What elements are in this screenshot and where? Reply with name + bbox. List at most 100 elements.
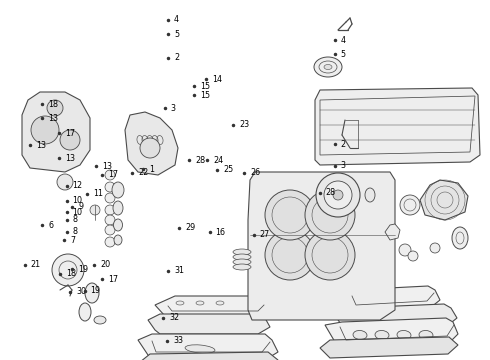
Ellipse shape <box>334 238 343 244</box>
Text: 12: 12 <box>73 181 83 190</box>
Ellipse shape <box>303 241 312 247</box>
Text: 27: 27 <box>260 230 270 239</box>
Text: 13: 13 <box>65 154 75 163</box>
Circle shape <box>31 116 59 144</box>
Ellipse shape <box>350 241 360 247</box>
Text: 23: 23 <box>239 120 249 130</box>
Text: 26: 26 <box>250 168 260 177</box>
Polygon shape <box>325 318 458 348</box>
Ellipse shape <box>79 303 91 321</box>
Circle shape <box>305 190 355 240</box>
Circle shape <box>305 230 355 280</box>
Polygon shape <box>22 92 90 172</box>
Ellipse shape <box>291 257 299 263</box>
Text: 4: 4 <box>341 36 345 45</box>
Text: 3: 3 <box>171 104 175 113</box>
Ellipse shape <box>315 225 323 231</box>
Text: 18: 18 <box>48 100 58 109</box>
Text: 30: 30 <box>76 287 86 296</box>
Ellipse shape <box>286 238 294 244</box>
Text: 25: 25 <box>223 166 233 175</box>
Text: 15: 15 <box>200 91 210 100</box>
Polygon shape <box>140 352 278 360</box>
Ellipse shape <box>112 182 124 198</box>
Text: 16: 16 <box>216 228 225 237</box>
Circle shape <box>316 173 360 217</box>
Ellipse shape <box>358 222 367 228</box>
Ellipse shape <box>297 222 306 228</box>
Ellipse shape <box>185 345 215 353</box>
Text: 22: 22 <box>138 168 148 177</box>
Ellipse shape <box>314 57 342 77</box>
Ellipse shape <box>350 225 360 231</box>
Ellipse shape <box>350 257 360 263</box>
Text: 32: 32 <box>169 313 179 323</box>
Ellipse shape <box>358 254 367 260</box>
Ellipse shape <box>345 222 354 228</box>
Ellipse shape <box>326 225 336 231</box>
Text: 11: 11 <box>93 189 103 198</box>
Ellipse shape <box>233 264 251 270</box>
Ellipse shape <box>315 257 323 263</box>
Circle shape <box>90 205 100 215</box>
Text: 1: 1 <box>149 165 154 174</box>
Text: 3: 3 <box>341 161 345 170</box>
Circle shape <box>47 100 63 116</box>
Ellipse shape <box>321 222 330 228</box>
Ellipse shape <box>339 225 347 231</box>
Ellipse shape <box>321 238 330 244</box>
Text: 29: 29 <box>185 223 196 232</box>
Text: 10: 10 <box>73 208 82 217</box>
Circle shape <box>399 244 411 256</box>
Ellipse shape <box>358 238 367 244</box>
Ellipse shape <box>419 330 433 339</box>
Ellipse shape <box>324 64 332 69</box>
Ellipse shape <box>286 254 294 260</box>
Circle shape <box>105 215 115 225</box>
Ellipse shape <box>114 219 122 231</box>
Text: 21: 21 <box>31 260 41 269</box>
Ellipse shape <box>345 238 354 244</box>
Polygon shape <box>155 296 270 320</box>
Ellipse shape <box>310 222 318 228</box>
Ellipse shape <box>303 257 312 263</box>
Polygon shape <box>385 224 400 240</box>
Text: 10: 10 <box>73 196 82 205</box>
Ellipse shape <box>233 249 251 255</box>
Ellipse shape <box>363 241 371 247</box>
Text: 17: 17 <box>108 275 118 284</box>
Circle shape <box>52 254 84 286</box>
Circle shape <box>57 174 73 190</box>
Text: 5: 5 <box>174 30 179 39</box>
Polygon shape <box>248 172 395 320</box>
Text: 31: 31 <box>174 266 184 275</box>
Ellipse shape <box>303 225 312 231</box>
Ellipse shape <box>375 330 389 339</box>
Circle shape <box>265 190 315 240</box>
Circle shape <box>400 195 420 215</box>
Text: 2: 2 <box>341 140 345 149</box>
Ellipse shape <box>310 254 318 260</box>
Ellipse shape <box>334 222 343 228</box>
Ellipse shape <box>113 201 123 215</box>
Text: 14: 14 <box>212 75 221 84</box>
Ellipse shape <box>216 301 224 305</box>
Circle shape <box>105 205 115 215</box>
Circle shape <box>105 170 115 180</box>
Ellipse shape <box>365 188 375 202</box>
Text: 20: 20 <box>100 260 111 269</box>
Ellipse shape <box>345 254 354 260</box>
Ellipse shape <box>233 254 251 260</box>
Text: 19: 19 <box>78 265 89 274</box>
Polygon shape <box>148 314 270 334</box>
Circle shape <box>105 225 115 235</box>
Text: 33: 33 <box>173 336 183 346</box>
Polygon shape <box>340 286 440 312</box>
Ellipse shape <box>291 225 299 231</box>
Ellipse shape <box>397 330 411 339</box>
Text: 8: 8 <box>73 228 77 237</box>
Ellipse shape <box>310 238 318 244</box>
Text: 13: 13 <box>102 162 112 171</box>
Text: 15: 15 <box>200 82 210 91</box>
Ellipse shape <box>196 301 204 305</box>
